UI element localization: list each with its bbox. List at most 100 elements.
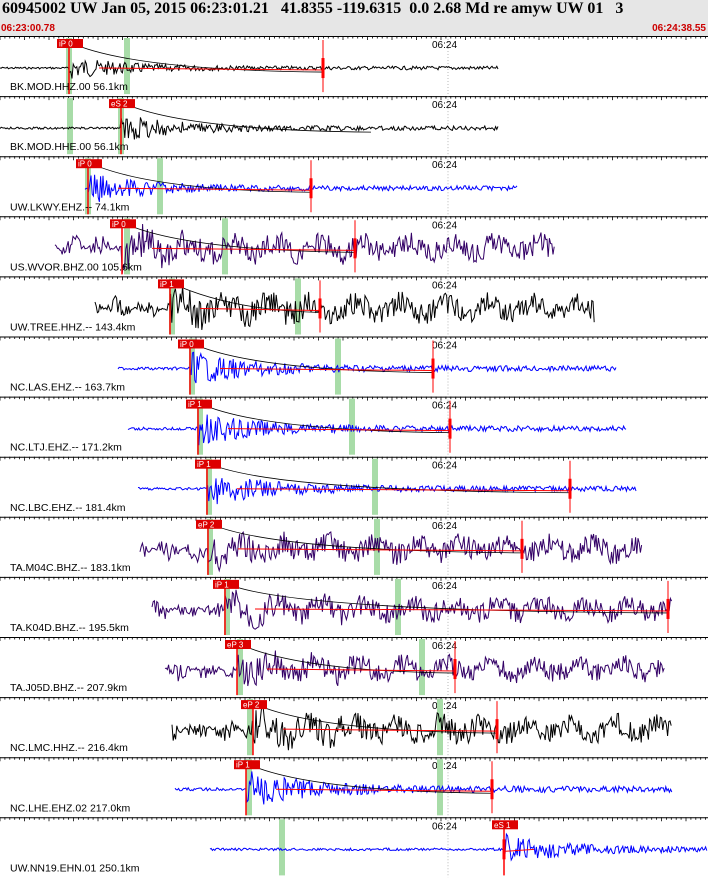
phase-window xyxy=(124,38,130,95)
seismogram-trace xyxy=(164,650,665,687)
coda-line xyxy=(254,608,669,612)
phase-pick-label: eP 2 xyxy=(198,520,215,529)
coda-line xyxy=(219,368,434,372)
phase-pick-box xyxy=(234,760,260,770)
seismogram-trace xyxy=(0,117,499,140)
station-label: NC.LHE.EHZ.02 217.0km xyxy=(10,802,130,814)
travel-time-curve xyxy=(68,41,324,73)
start-time: 06:23:00.78 xyxy=(1,23,55,34)
travel-time-curve xyxy=(189,342,434,373)
travel-time-curve xyxy=(252,702,498,734)
coda-line xyxy=(237,548,523,552)
minute-label: 06:24 xyxy=(432,40,457,51)
trace-row: 06:24 eS 2 BK.MOD.HHE.00 56.1km xyxy=(0,96,708,157)
minute-label: 06:24 xyxy=(432,641,457,652)
travel-time-curve xyxy=(87,161,312,193)
trace-row: 06:24 iP 0 UW.LKWY.EHZ.-- 74.1km xyxy=(0,156,708,217)
phase-window xyxy=(206,458,212,515)
coda-line xyxy=(151,247,356,251)
seismogram-trace xyxy=(151,589,673,630)
phase-pick-box xyxy=(109,99,135,109)
minute-label: 06:24 xyxy=(432,821,457,832)
phase-pick-box xyxy=(76,159,102,169)
seismogram-trace xyxy=(139,531,643,573)
seismogram-trace xyxy=(117,351,617,384)
trace-row: 06:24 eP 3 TA.J05D.BHZ.-- 207.9km xyxy=(0,637,708,698)
station-label: NC.LAS.EHZ.-- 163.7km xyxy=(10,382,125,394)
minute-label: 06:24 xyxy=(432,100,457,111)
phase-window xyxy=(67,98,73,155)
phase-window xyxy=(395,578,401,635)
trace-row: 06:24 iP 1 NC.LHE.EHZ.02 217.0km xyxy=(0,757,708,818)
seismogram-trace xyxy=(54,223,555,274)
phase-pick-box xyxy=(213,579,239,589)
trace-row: 06:24 iP 1 NC.LBC.EHZ.-- 181.4km xyxy=(0,456,708,517)
coda-line xyxy=(282,728,498,732)
coda-line xyxy=(266,668,456,672)
phase-pick-box xyxy=(195,459,221,469)
phase-window xyxy=(372,458,378,515)
phase-pick-box xyxy=(225,640,251,649)
phase-window xyxy=(419,639,425,696)
coda-line xyxy=(503,848,535,852)
trace-panel: 06:24 iP 0 BK.MOD.HHZ.00 56.1km 06:24 eS 2 BK… xyxy=(0,36,708,878)
station-label: BK.MOD.HHZ.00 56.1km xyxy=(10,81,128,93)
travel-time-curve xyxy=(245,762,493,794)
station-label: UW.LKWY.EHZ.-- 74.1km xyxy=(10,201,130,213)
travel-time-curve xyxy=(206,462,571,494)
phase-pick-label: iP 1 xyxy=(188,400,202,409)
coda-line xyxy=(199,307,321,311)
trace-row: 06:24 eP 2 TA.M04C.BHZ.-- 183.1km xyxy=(0,516,708,577)
trace-row: 06:24 iP 1 UW.TREE.HHZ.-- 143.4km xyxy=(0,276,708,337)
trace-row: 06:24 eP 2 NC.LMC.HHZ.-- 216.4km xyxy=(0,697,708,758)
phase-pick-label: iP 1 xyxy=(160,280,174,289)
phase-pick-box xyxy=(178,339,204,349)
phase-pick-label: iP 1 xyxy=(197,460,211,469)
travel-time-curve xyxy=(197,402,451,434)
phase-window xyxy=(207,518,213,575)
seismogram-trace xyxy=(137,478,637,505)
travel-time-curve xyxy=(224,582,669,614)
trace-row: 06:24 iP 1 TA.K04D.BHZ.-- 195.5km xyxy=(0,576,708,637)
minute-label: 06:24 xyxy=(432,581,457,592)
phase-window xyxy=(222,218,228,275)
station-label: NC.LMC.HHZ.-- 216.4km xyxy=(10,742,128,754)
seismogram-trace xyxy=(0,59,499,79)
station-label: TA.M04C.BHZ.-- 183.1km xyxy=(10,562,131,574)
phase-pick-label: eS 1 xyxy=(494,821,511,830)
phase-window xyxy=(247,699,253,756)
coda-line xyxy=(275,788,493,792)
station-label: NC.LTJ.EHZ.-- 171.2km xyxy=(10,442,122,454)
seismogram-trace xyxy=(94,285,595,330)
station-label: UW.NN19.EHN.01 250.1km xyxy=(10,862,140,874)
phase-pick-box xyxy=(492,820,518,830)
phase-pick-label: eP 3 xyxy=(227,641,244,650)
coda-line xyxy=(98,67,324,71)
trace-row: 06:24 iP 0 BK.MOD.HHZ.00 56.1km xyxy=(0,36,708,97)
phase-pick-label: eS 2 xyxy=(111,100,128,109)
phase-window xyxy=(169,278,175,335)
phase-window xyxy=(437,699,443,756)
station-label: UW.TREE.HHZ.-- 143.4km xyxy=(10,322,136,334)
coda-line xyxy=(227,428,451,432)
station-label: TA.K04D.BHZ.-- 195.5km xyxy=(10,622,129,634)
phase-pick-label: iP 0 xyxy=(78,160,92,169)
seismogram-trace xyxy=(84,174,518,203)
phase-pick-label: iP 1 xyxy=(215,580,229,589)
phase-window xyxy=(237,639,243,696)
phase-pick-box xyxy=(158,279,184,289)
seismogram-trace xyxy=(209,832,708,862)
coda-line xyxy=(117,187,312,191)
station-label: NC.LBC.EHZ.-- 181.4km xyxy=(10,502,126,514)
minute-label: 06:24 xyxy=(432,341,457,352)
end-time: 06:24:38.55 xyxy=(652,23,706,34)
travel-time-curve xyxy=(236,642,456,674)
minute-label: 06:24 xyxy=(432,761,457,772)
station-label: US.WVOR.BHZ.00 105.6km xyxy=(10,261,142,273)
seismogram-trace xyxy=(127,414,627,446)
phase-pick-label: eP 2 xyxy=(243,701,260,710)
trace-row: 06:24 iP 0 US.WVOR.BHZ.00 105.6km xyxy=(0,216,708,277)
minute-label: 06:24 xyxy=(432,701,457,712)
seismogram-trace xyxy=(171,704,672,751)
phase-window xyxy=(157,158,163,215)
